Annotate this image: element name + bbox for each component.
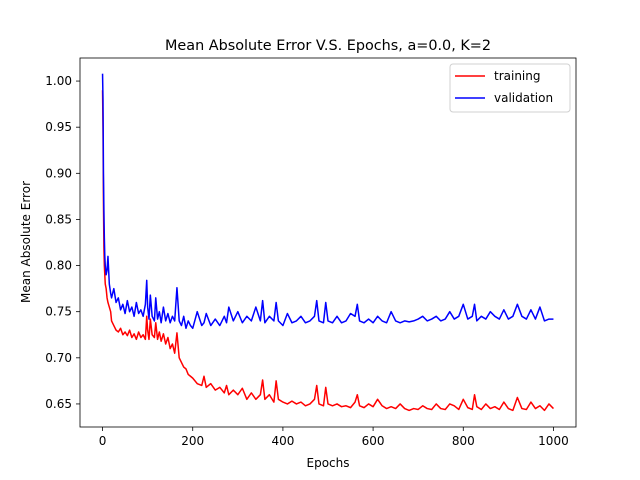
y-tick-label: 0.85	[45, 212, 72, 226]
y-tick-label: 0.95	[45, 120, 72, 134]
x-tick-label: 0	[99, 434, 107, 448]
plot-frame	[79, 57, 577, 428]
x-tick-label: 600	[362, 434, 385, 448]
series-layer	[101, 73, 554, 412]
x-tick-label: 800	[452, 434, 475, 448]
legend-label-training: training	[494, 69, 541, 83]
plot-background	[80, 58, 576, 427]
y-tick-label: 0.90	[45, 166, 72, 180]
y-tick-label: 1.00	[45, 74, 72, 88]
y-tick-label: 0.75	[45, 305, 72, 319]
legend-label-validation: validation	[494, 91, 553, 105]
axes-layer	[79, 57, 577, 428]
y-tick-label: 0.70	[45, 351, 72, 365]
x-tick-label: 1000	[538, 434, 569, 448]
x-tick-label: 200	[181, 434, 204, 448]
y-tick-label: 0.65	[45, 397, 72, 411]
y-tick-label: 0.80	[45, 259, 72, 273]
plot-area	[80, 58, 576, 427]
x-tick-label: 400	[271, 434, 294, 448]
y-ticks: 0.65 0.70 0.75 0.80 0.85 0.90 0.95 1.00	[45, 74, 80, 411]
x-ticks: 0 200 400 600 800 1000	[99, 427, 569, 448]
series-line-training	[101, 90, 554, 412]
chart-title: Mean Absolute Error V.S. Epochs, a=0.0, …	[165, 38, 491, 54]
legend: training validation	[449, 63, 571, 113]
y-axis-label: Mean Absolute Error	[19, 181, 33, 303]
series-line-validation	[101, 73, 554, 330]
x-axis-label: Epochs	[307, 456, 350, 470]
